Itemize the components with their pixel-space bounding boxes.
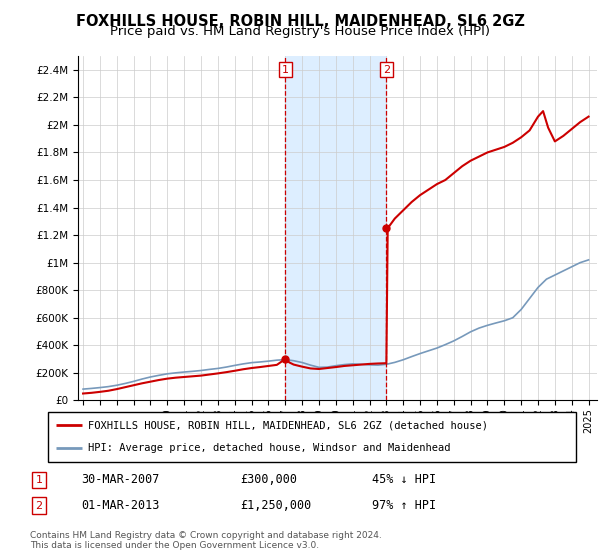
Text: HPI: Average price, detached house, Windsor and Maidenhead: HPI: Average price, detached house, Wind… — [88, 444, 450, 454]
Text: 2: 2 — [383, 64, 390, 74]
Text: FOXHILLS HOUSE, ROBIN HILL, MAIDENHEAD, SL6 2GZ (detached house): FOXHILLS HOUSE, ROBIN HILL, MAIDENHEAD, … — [88, 420, 488, 430]
Text: 45% ↓ HPI: 45% ↓ HPI — [372, 473, 436, 487]
Text: 97% ↑ HPI: 97% ↑ HPI — [372, 499, 436, 512]
Text: 30-MAR-2007: 30-MAR-2007 — [81, 473, 160, 487]
Text: Contains HM Land Registry data © Crown copyright and database right 2024.
This d: Contains HM Land Registry data © Crown c… — [30, 531, 382, 550]
Text: £300,000: £300,000 — [240, 473, 297, 487]
Text: 01-MAR-2013: 01-MAR-2013 — [81, 499, 160, 512]
Text: £1,250,000: £1,250,000 — [240, 499, 311, 512]
Text: 1: 1 — [282, 64, 289, 74]
Text: FOXHILLS HOUSE, ROBIN HILL, MAIDENHEAD, SL6 2GZ: FOXHILLS HOUSE, ROBIN HILL, MAIDENHEAD, … — [76, 14, 524, 29]
Text: 1: 1 — [35, 475, 43, 485]
Bar — [285, 56, 386, 400]
FancyBboxPatch shape — [48, 412, 576, 462]
Text: 2: 2 — [35, 501, 43, 511]
Text: Price paid vs. HM Land Registry's House Price Index (HPI): Price paid vs. HM Land Registry's House … — [110, 25, 490, 38]
